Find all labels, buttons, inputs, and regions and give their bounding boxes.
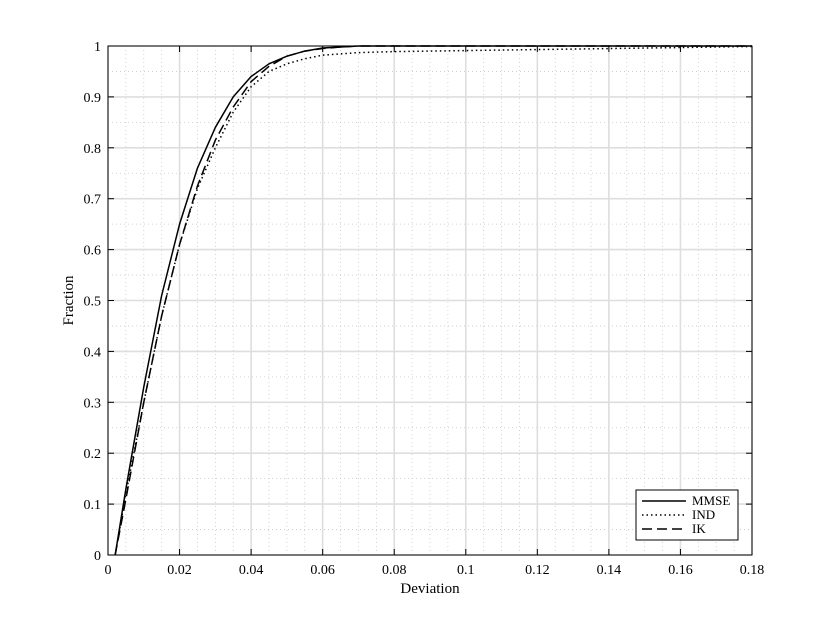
y-tick-label: 0.1 <box>84 498 102 513</box>
y-tick-label: 0.9 <box>84 91 102 106</box>
x-tick-label: 0.14 <box>597 563 622 578</box>
y-tick-label: 0 <box>94 549 101 564</box>
x-tick-label: 0.12 <box>525 563 550 578</box>
legend-label-mmse: MMSE <box>692 493 730 508</box>
legend-box <box>635 489 739 541</box>
x-tick-label: 0.1 <box>457 563 475 578</box>
y-axis-label: Fraction <box>61 275 77 325</box>
y-tick-label: 0.4 <box>84 345 102 360</box>
x-tick-label: 0.18 <box>740 563 765 578</box>
y-tick-label: 1 <box>94 40 101 55</box>
grid <box>107 45 753 556</box>
y-tick-label: 0.2 <box>84 447 102 462</box>
y-tick-label: 0.6 <box>84 244 102 259</box>
x-tick-label: 0.08 <box>382 563 407 578</box>
series-line-ind <box>114 45 753 556</box>
x-tick-label: 0.02 <box>167 563 192 578</box>
series-line-ik <box>114 45 752 556</box>
x-tick-label: 0.16 <box>668 563 693 578</box>
x-tick-label: 0.06 <box>310 563 335 578</box>
y-tick-label: 0.7 <box>84 193 102 208</box>
x-tick-label: 0.04 <box>239 563 264 578</box>
axis-ticks: 0 0.02 0.04 0.06 0.08 0.1 0.12 0.14 0.16 0.18 0 0.1… <box>84 40 765 578</box>
legend-label-ind: IND <box>692 507 715 522</box>
y-tick-label: 0.5 <box>84 295 102 310</box>
y-tick-label: 0.3 <box>84 396 102 411</box>
y-tick-label: 0.8 <box>84 142 102 157</box>
legend-label-ik: IK <box>692 521 706 536</box>
x-tick-label: 0 <box>105 563 112 578</box>
x-axis-label: Deviation <box>400 581 460 597</box>
series-lines <box>114 45 753 556</box>
